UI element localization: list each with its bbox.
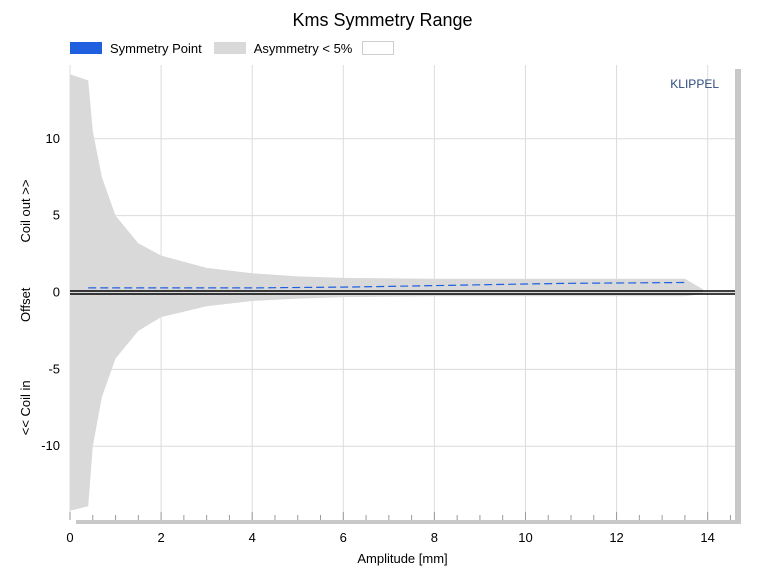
y-tick-label: 5 [53, 208, 60, 223]
y-axis-label-part: Coil out >> [18, 180, 33, 243]
y-tick-label: -5 [48, 361, 60, 376]
legend-item-empty [362, 41, 395, 55]
x-tick-label: 10 [518, 530, 532, 545]
symmetry-point-line [88, 281, 685, 289]
x-tick-label: 12 [609, 530, 623, 545]
y-tick-label: -10 [41, 438, 60, 453]
legend: Symmetry Point Asymmetry < 5% [70, 40, 406, 56]
watermark-klippel: KLIPPEL [670, 77, 719, 91]
legend-swatch-asymmetry [213, 42, 246, 54]
legend-swatch-empty [362, 41, 395, 55]
x-tick-label: 14 [700, 530, 714, 545]
y-axis-label-part: Offset [18, 287, 33, 322]
tick-labels: 0 2 4 6 8 10 12 14 -10 -5 0 5 10 [41, 131, 731, 545]
legend-label-asymmetry: Asymmetry < 5% [253, 40, 353, 56]
series-layer [70, 74, 735, 511]
x-tick-label: 0 [66, 530, 73, 545]
x-tick-label: 6 [340, 530, 347, 545]
y-tick-label: 10 [46, 131, 60, 146]
y-axis-label-part: << Coil in [18, 380, 33, 435]
legend-label-symmetry-point: Symmetry Point [110, 40, 202, 56]
chart-title: Kms Symmetry Range [292, 10, 473, 30]
asymmetry-band [70, 74, 704, 511]
legend-item-symmetry-point: Symmetry Point [70, 41, 202, 56]
x-tick-label: 8 [431, 530, 438, 545]
x-tick-label: 2 [157, 530, 164, 545]
x-tick-label: 4 [249, 530, 256, 545]
legend-item-asymmetry: Asymmetry < 5% [213, 40, 353, 56]
x-axis-label: Amplitude [mm] [357, 551, 447, 566]
y-tick-label: 0 [53, 285, 60, 300]
y-axis-labels: << Coil in Offset Coil out >> [18, 180, 33, 436]
legend-swatch-symmetry-point [70, 42, 102, 54]
